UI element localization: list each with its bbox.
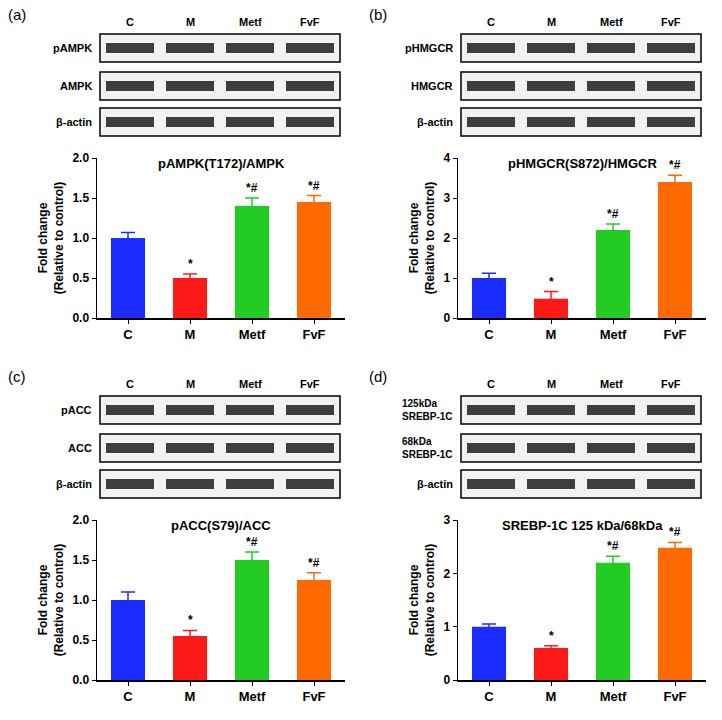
svg-text:β-actin: β-actin bbox=[56, 116, 92, 128]
svg-text:FvF: FvF bbox=[300, 16, 320, 28]
svg-text:4: 4 bbox=[443, 151, 450, 165]
svg-text:Metf: Metf bbox=[239, 378, 262, 390]
svg-text:(d): (d) bbox=[369, 368, 387, 385]
svg-text:Metf: Metf bbox=[600, 327, 627, 342]
svg-text:C: C bbox=[487, 378, 495, 390]
svg-text:HMGCR: HMGCR bbox=[411, 80, 453, 92]
svg-text:M: M bbox=[185, 327, 196, 342]
svg-text:C: C bbox=[123, 327, 133, 342]
svg-text:FvF: FvF bbox=[663, 327, 686, 342]
svg-text:2: 2 bbox=[443, 567, 450, 581]
svg-text:FvF: FvF bbox=[663, 689, 686, 704]
svg-text:(b): (b) bbox=[369, 6, 387, 23]
svg-text:pAMPK: pAMPK bbox=[53, 42, 92, 54]
svg-text:M: M bbox=[185, 689, 196, 704]
svg-text:M: M bbox=[547, 16, 556, 28]
svg-text:AMPK: AMPK bbox=[60, 80, 92, 92]
svg-text:*: * bbox=[549, 275, 554, 289]
svg-text:FvF: FvF bbox=[661, 16, 681, 28]
svg-text:*#: *# bbox=[308, 556, 320, 570]
svg-text:*#: *# bbox=[669, 158, 681, 172]
svg-text:2: 2 bbox=[443, 231, 450, 245]
svg-text:*#: *# bbox=[607, 207, 619, 221]
svg-text:pHMGCR(S872)/HMGCR: pHMGCR(S872)/HMGCR bbox=[508, 156, 657, 171]
svg-text:Fold change(Relative to contro: Fold change(Relative to control) bbox=[36, 182, 66, 295]
svg-text:3: 3 bbox=[443, 191, 450, 205]
svg-text:2.0: 2.0 bbox=[72, 151, 89, 165]
svg-text:C: C bbox=[126, 16, 134, 28]
svg-text:Metf: Metf bbox=[600, 689, 627, 704]
svg-text:Metf: Metf bbox=[600, 378, 623, 390]
svg-text:*#: *# bbox=[669, 525, 681, 539]
svg-text:pACC(S79)/ACC: pACC(S79)/ACC bbox=[171, 518, 271, 533]
svg-text:1: 1 bbox=[443, 620, 450, 634]
svg-text:FvF: FvF bbox=[302, 327, 325, 342]
svg-text:*: * bbox=[549, 629, 554, 643]
svg-text:Metf: Metf bbox=[239, 327, 266, 342]
svg-text:M: M bbox=[546, 689, 557, 704]
svg-text:(c): (c) bbox=[8, 368, 26, 385]
svg-text:*: * bbox=[188, 257, 193, 271]
svg-text:Fold change(Relative to contro: Fold change(Relative to control) bbox=[36, 544, 66, 657]
svg-text:Metf: Metf bbox=[600, 16, 623, 28]
svg-text:M: M bbox=[186, 378, 195, 390]
svg-text:0: 0 bbox=[443, 311, 450, 325]
svg-text:C: C bbox=[484, 689, 494, 704]
svg-text:125kDaSREBP-1C: 125kDaSREBP-1C bbox=[402, 398, 453, 422]
svg-text:β-actin: β-actin bbox=[417, 478, 453, 490]
svg-text:pHMGCR: pHMGCR bbox=[405, 42, 453, 54]
svg-text:0.0: 0.0 bbox=[72, 311, 89, 325]
svg-text:1.5: 1.5 bbox=[72, 191, 89, 205]
svg-text:1.0: 1.0 bbox=[72, 593, 89, 607]
svg-text:0.5: 0.5 bbox=[72, 271, 89, 285]
svg-text:Metf: Metf bbox=[239, 16, 262, 28]
svg-text:FvF: FvF bbox=[661, 378, 681, 390]
svg-text:pACC: pACC bbox=[61, 404, 92, 416]
svg-text:β-actin: β-actin bbox=[56, 478, 92, 490]
svg-text:C: C bbox=[126, 378, 134, 390]
svg-text:M: M bbox=[546, 327, 557, 342]
svg-text:β-actin: β-actin bbox=[417, 116, 453, 128]
svg-text:*#: *# bbox=[308, 179, 320, 193]
svg-text:M: M bbox=[186, 16, 195, 28]
svg-text:C: C bbox=[487, 16, 495, 28]
svg-text:1.0: 1.0 bbox=[72, 231, 89, 245]
svg-text:FvF: FvF bbox=[302, 689, 325, 704]
svg-text:Fold change(Relative to contro: Fold change(Relative to control) bbox=[407, 182, 437, 295]
svg-text:*#: *# bbox=[246, 535, 258, 549]
svg-text:68kDaSREBP-1C: 68kDaSREBP-1C bbox=[402, 436, 453, 460]
svg-text:1: 1 bbox=[443, 271, 450, 285]
svg-text:*#: *# bbox=[246, 181, 258, 195]
svg-text:*#: *# bbox=[607, 539, 619, 553]
svg-text:0.5: 0.5 bbox=[72, 633, 89, 647]
svg-text:0: 0 bbox=[443, 673, 450, 687]
svg-text:C: C bbox=[484, 327, 494, 342]
svg-text:C: C bbox=[123, 689, 133, 704]
svg-text:3: 3 bbox=[443, 513, 450, 527]
svg-text:SREBP-1C 125 kDa/68kDa: SREBP-1C 125 kDa/68kDa bbox=[502, 518, 663, 533]
svg-text:(a): (a) bbox=[8, 6, 26, 23]
svg-text:Fold change(Relative to contro: Fold change(Relative to control) bbox=[407, 544, 437, 657]
svg-text:2.0: 2.0 bbox=[72, 513, 89, 527]
svg-text:0.0: 0.0 bbox=[72, 673, 89, 687]
svg-text:pAMPK(T172)/AMPK: pAMPK(T172)/AMPK bbox=[158, 156, 285, 171]
svg-text:ACC: ACC bbox=[68, 442, 92, 454]
svg-text:FvF: FvF bbox=[300, 378, 320, 390]
svg-text:M: M bbox=[547, 378, 556, 390]
svg-text:1.5: 1.5 bbox=[72, 553, 89, 567]
svg-text:Metf: Metf bbox=[239, 689, 266, 704]
svg-text:*: * bbox=[188, 613, 193, 627]
